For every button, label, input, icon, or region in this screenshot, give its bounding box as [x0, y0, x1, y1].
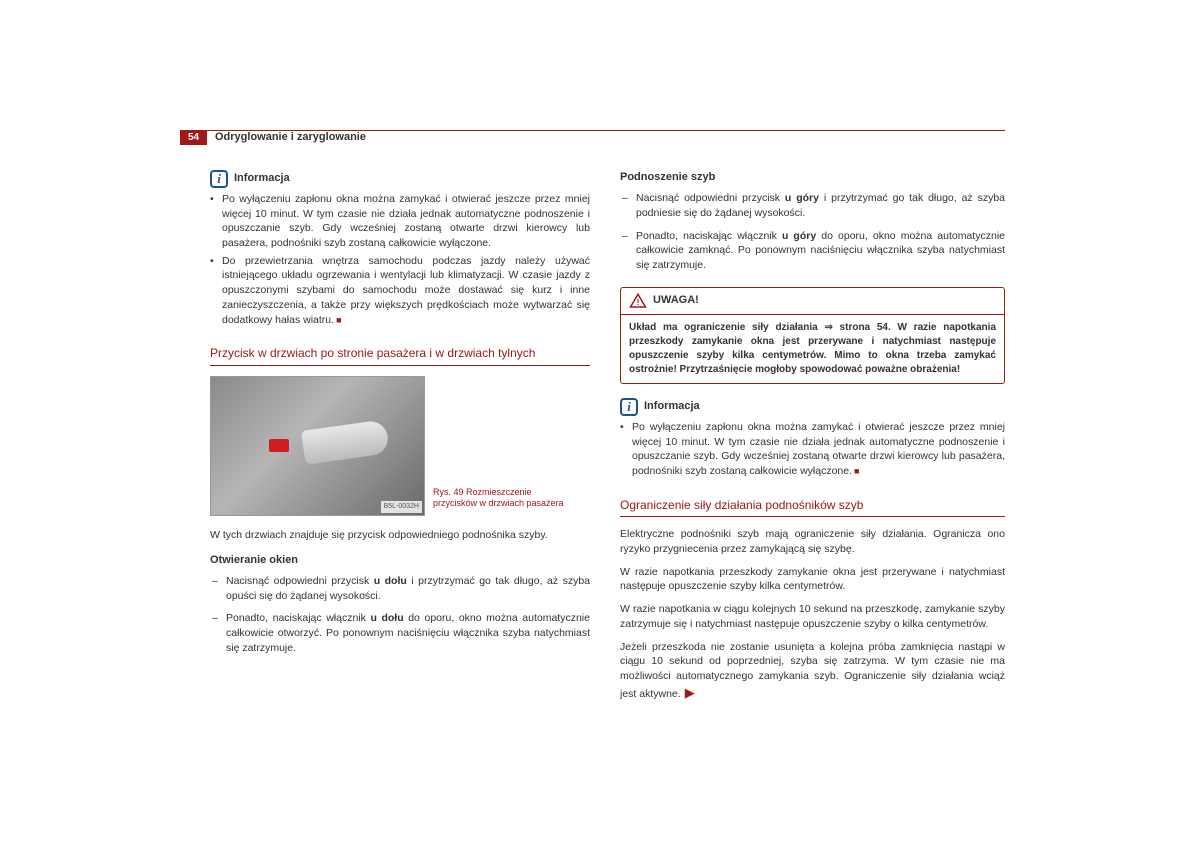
warning-page-link[interactable]: ⇒ strona 54 — [824, 322, 888, 333]
left-column: i Informacja Po wyłączeniu zapłonu okna … — [210, 170, 590, 710]
content-columns: i Informacja Po wyłączeniu zapłonu okna … — [210, 170, 1005, 710]
instruction-text: Ponadto, naciskając włącznik — [636, 230, 782, 242]
door-handle-shape — [301, 419, 390, 464]
open-instruction: Nacisnąć odpowiedni przycisk u dołu i pr… — [210, 574, 590, 603]
info-bullet-text: Po wyłączeniu zapłonu okna można zamykać… — [222, 193, 590, 249]
info-label: Informacja — [644, 399, 700, 414]
intro-paragraph: W tych drzwiach znajduje się przycisk od… — [210, 528, 590, 543]
section-heading: Ograniczenie siły działania podnośników … — [620, 497, 1005, 518]
continue-arrow-icon: ▶ — [685, 685, 695, 700]
info-heading-left: i Informacja — [210, 170, 590, 188]
figure-tag: B5L-0032H — [381, 501, 422, 513]
open-instruction: Ponadto, naciskając włącznik u dołu do o… — [210, 611, 590, 655]
body-paragraph: W razie napotkania przeszkody zamykanie … — [620, 565, 1005, 594]
info-bullet: Po wyłączeniu zapłonu okna można zamykać… — [620, 420, 1005, 479]
figure-image: B5L-0032H — [210, 376, 425, 516]
manual-page: 54 Odryglowanie i zaryglowanie i Informa… — [0, 0, 1200, 848]
header-title: Odryglowanie i zaryglowanie — [215, 131, 366, 143]
body-paragraph: Elektryczne podnośniki szyb mają ogranic… — [620, 527, 1005, 556]
instruction-text: Ponadto, naciskając włącznik — [226, 612, 370, 624]
svg-text:!: ! — [637, 298, 640, 307]
body-paragraph: Jeżeli przeszkoda nie zostanie usunięta … — [620, 640, 1005, 702]
end-mark-icon: ■ — [336, 315, 341, 325]
info-label: Informacja — [234, 171, 290, 186]
instruction-bold: u góry — [785, 192, 819, 204]
section-heading: Przycisk w drzwiach po stronie pasażera … — [210, 345, 590, 366]
right-column: Podnoszenie szyb Nacisnąć odpowiedni prz… — [620, 170, 1005, 710]
warning-box: ! UWAGA! Układ ma ograniczenie siły dzia… — [620, 287, 1005, 384]
info-icon: i — [210, 170, 228, 188]
info-icon: i — [620, 398, 638, 416]
instruction-text: Nacisnąć odpowiedni przycisk — [636, 192, 785, 204]
instruction-text: Nacisnąć odpowiedni przycisk — [226, 575, 374, 587]
warning-text: Układ ma ograniczenie siły działania — [629, 322, 824, 333]
warning-triangle-icon: ! — [629, 292, 647, 310]
paragraph-text: Jeżeli przeszkoda nie zostanie usunięta … — [620, 641, 1005, 700]
info-heading-right: i Informacja — [620, 398, 1005, 416]
end-mark-icon: ■ — [854, 466, 859, 476]
raise-instruction: Nacisnąć odpowiedni przycisk u góry i pr… — [620, 191, 1005, 220]
page-number-badge: 54 — [180, 130, 207, 145]
open-windows-heading: Otwieranie okien — [210, 553, 590, 568]
figure-caption: Rys. 49 Rozmieszczenie przycisków w drzw… — [433, 487, 573, 516]
info-bullet-text: Po wyłączeniu zapłonu okna można zamykać… — [632, 421, 1005, 477]
raise-instruction: Ponadto, naciskając włącznik u góry do o… — [620, 229, 1005, 273]
warning-label: UWAGA! — [653, 293, 699, 308]
instruction-bold: u góry — [782, 230, 816, 242]
body-paragraph: W razie napotkania w ciągu kolejnych 10 … — [620, 602, 1005, 631]
figure-box: B5L-0032H Rys. 49 Rozmieszczenie przycis… — [210, 376, 590, 516]
info-bullet: Po wyłączeniu zapłonu okna można zamykać… — [210, 192, 590, 251]
instruction-bold: u dołu — [374, 575, 407, 587]
info-bullet: Do przewietrzania wnętrza samochodu podc… — [210, 254, 590, 327]
raise-windows-heading: Podnoszenie szyb — [620, 170, 1005, 185]
window-button-shape — [269, 439, 289, 452]
instruction-bold: u dołu — [370, 612, 403, 624]
warning-header: ! UWAGA! — [621, 288, 1004, 315]
info-bullet-text: Do przewietrzania wnętrza samochodu podc… — [222, 255, 590, 326]
warning-body: Układ ma ograniczenie siły działania ⇒ s… — [621, 315, 1004, 383]
